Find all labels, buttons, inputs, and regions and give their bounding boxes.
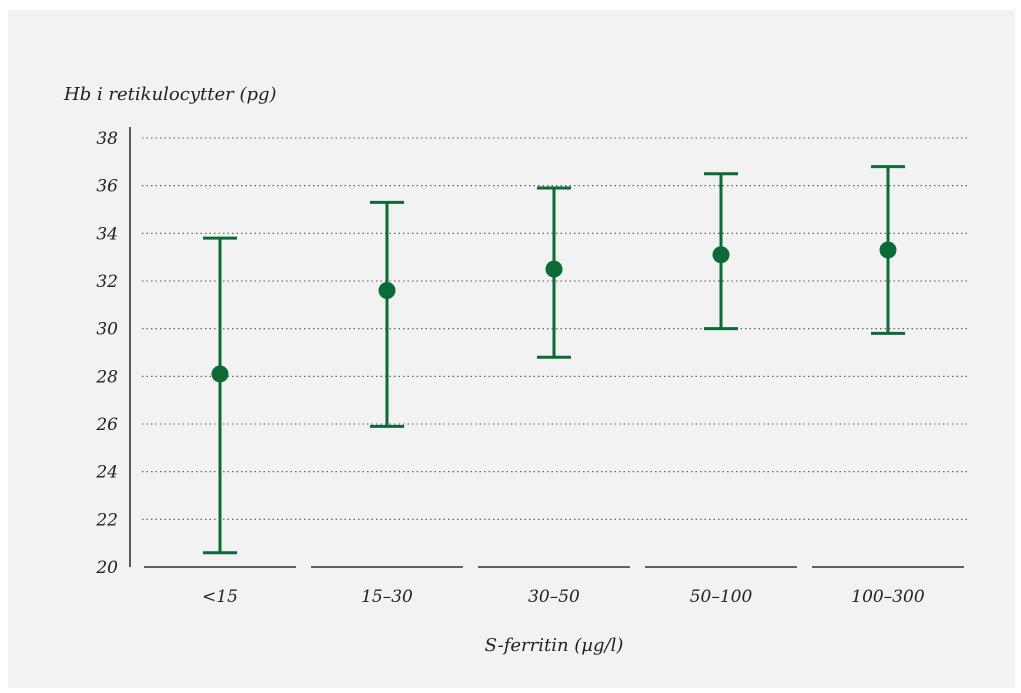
data-point <box>211 365 229 383</box>
x-tick-label: 100–300 <box>851 587 925 607</box>
x-tick-label: 30–50 <box>528 587 580 607</box>
data-point <box>545 260 563 278</box>
y-tick-label: 28 <box>95 367 118 387</box>
data-marks <box>203 165 905 555</box>
y-tick-label: 30 <box>96 320 118 340</box>
x-axis-title: S-ferritin (µg/l) <box>485 635 624 656</box>
y-tick-label: 32 <box>96 272 118 292</box>
error-bar-group <box>370 200 404 428</box>
y-tick-label: 38 <box>96 129 118 149</box>
x-tick-label: <15 <box>202 587 238 607</box>
y-tick-label: 20 <box>95 558 118 578</box>
x-tick-label: 15–30 <box>361 587 413 607</box>
y-tick-label: 24 <box>95 463 118 483</box>
y-tick-label: 36 <box>96 177 118 197</box>
y-tick-labels: 20 22 24 26 28 30 32 34 36 38 <box>95 129 118 578</box>
error-bar-group <box>871 165 905 335</box>
y-axis-title: Hb i retikulocytter (pg) <box>63 84 277 105</box>
error-bar-group <box>203 236 237 555</box>
y-tick-label: 26 <box>95 415 118 435</box>
y-tick-label: 34 <box>96 224 118 244</box>
data-point <box>712 246 730 264</box>
x-tick-labels: <15 15–30 30–50 50–100 100–300 <box>202 587 925 607</box>
data-point <box>378 282 396 300</box>
error-bar-group <box>704 172 738 331</box>
y-tick-label: 22 <box>95 510 118 530</box>
data-point <box>879 241 897 259</box>
chart-panel <box>8 10 1015 688</box>
x-tick-label: 50–100 <box>690 587 753 607</box>
error-bar-group <box>537 186 571 359</box>
